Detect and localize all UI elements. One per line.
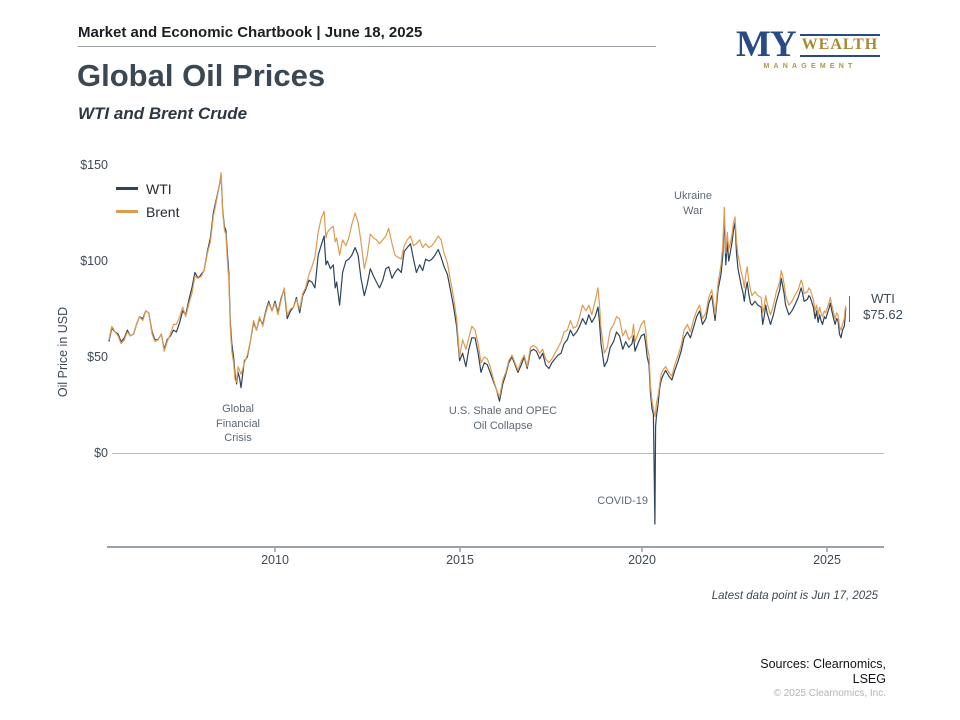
page-title: Global Oil Prices <box>77 58 326 93</box>
annotation-shale-opec-collapse: U.S. Shale and OPEC Oil Collapse <box>448 405 558 432</box>
x-tick-2015: 2015 <box>446 553 474 567</box>
logo-top-row: MY WEALTH <box>736 24 884 65</box>
series-line-brent <box>108 172 847 418</box>
x-tick-2010: 2010 <box>261 553 289 567</box>
wti-end-label-value: $75.62 <box>863 306 903 322</box>
wti-end-label: WTI $75.62 <box>854 291 912 322</box>
x-tick-2025: 2025 <box>813 553 841 567</box>
page-subtitle: WTI and Brent Crude <box>78 104 248 123</box>
company-logo: MY WEALTH MANAGEMENT <box>736 24 884 70</box>
legend-item-wti: WTI <box>116 177 179 200</box>
legend-label-brent: Brent <box>146 203 180 220</box>
legend-label-wti: WTI <box>146 180 172 197</box>
legend-item-brent: Brent <box>116 200 179 223</box>
sources-note: Sources: Clearnomics, LSEG <box>760 657 886 686</box>
header-title: Market and Economic Chartbook | June 18,… <box>78 24 423 41</box>
y-tick-100: $100 <box>80 254 108 268</box>
logo-monogram: MY <box>736 24 797 65</box>
logo-wealth-text: WEALTH <box>801 36 879 53</box>
latest-data-note: Latest data point is Jun 17, 2025 <box>711 590 878 602</box>
series-layer <box>108 172 847 525</box>
copyright-note: © 2025 Clearnomics, Inc. <box>773 688 886 699</box>
x-axis-ticks <box>274 547 828 552</box>
y-tick-50: $50 <box>87 350 108 364</box>
logo-wealth-box: WEALTH <box>799 34 881 57</box>
logo-management-text: MANAGEMENT <box>763 63 857 70</box>
annotation-global-financial-crisis: Global Financial Crisis <box>215 403 261 444</box>
wti-end-label-series: WTI <box>871 291 895 306</box>
annotation-ukraine-war: Ukraine War <box>674 190 712 217</box>
legend: WTI Brent <box>116 177 179 223</box>
annotation-covid-19: COVID-19 <box>597 495 648 507</box>
wti-line-swatch <box>116 187 138 190</box>
brent-line-swatch <box>116 210 138 213</box>
y-tick-0: $0 <box>94 446 108 460</box>
x-tick-2020: 2020 <box>628 553 656 567</box>
y-tick-150: $150 <box>80 158 108 172</box>
header-rule <box>78 46 656 47</box>
